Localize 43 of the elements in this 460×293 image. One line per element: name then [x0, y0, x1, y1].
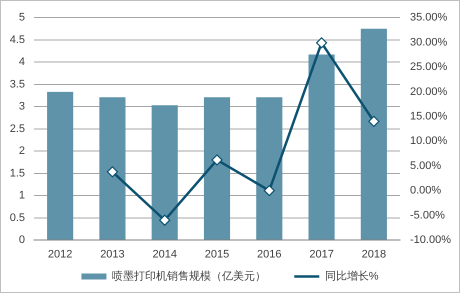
- point: [316, 37, 328, 48]
- x-tick-label: 2018: [362, 248, 386, 261]
- point: [264, 184, 275, 196]
- y2-tick-label: 20.00%: [410, 86, 448, 98]
- y2-tick-label: 10.00%: [410, 135, 448, 148]
- bar: [256, 97, 282, 240]
- y2-tick-label: -10.00%: [410, 234, 452, 246]
- y-tick-label: 1: [18, 190, 25, 202]
- bar: [308, 54, 335, 240]
- y2-tick-label: 15.00%: [410, 110, 448, 122]
- bar: [204, 97, 230, 240]
- y2-tick-label: 30.00%: [410, 36, 448, 48]
- point: [368, 116, 380, 127]
- y-tick-label: 1.5: [10, 167, 25, 180]
- y2-tick-label: -5.00%: [410, 209, 446, 222]
- y-tick-label: 4.5: [10, 34, 25, 46]
- legend-label: 喷墨打印机销售规模（亿美元）: [112, 270, 284, 283]
- bar: [152, 105, 178, 240]
- y2-tick-label: 35.00%: [410, 12, 448, 24]
- x-tick-label: 2013: [100, 248, 125, 261]
- y-tick-label: 0.5: [10, 212, 25, 224]
- x-tick-label: 2012: [48, 248, 72, 261]
- bar: [47, 92, 74, 240]
- x-tick-label: 2015: [204, 248, 230, 261]
- point: [106, 166, 118, 178]
- point: [211, 154, 223, 166]
- y2-tick-label: 0.00%: [410, 184, 442, 197]
- bar: [360, 28, 387, 240]
- x-tick-label: 2014: [152, 248, 177, 261]
- y-tick-label: 4: [18, 56, 25, 68]
- y-tick-label: 0: [18, 234, 25, 246]
- x-tick-label: 2017: [309, 248, 334, 261]
- y-tick-label: 3: [18, 100, 25, 113]
- bar: [99, 97, 126, 240]
- y-tick-label: 2: [18, 145, 25, 158]
- point: [159, 214, 170, 226]
- y-tick-label: 2.5: [10, 122, 25, 135]
- y-tick-label: 5: [18, 12, 25, 24]
- legend-label: 同比增长%: [324, 270, 379, 283]
- y2-tick-label: 5.00%: [410, 160, 442, 172]
- y2-tick-label: 25.00%: [410, 61, 448, 74]
- x-tick-label: 2016: [257, 248, 282, 261]
- y-tick-label: 3.5: [10, 78, 25, 90]
